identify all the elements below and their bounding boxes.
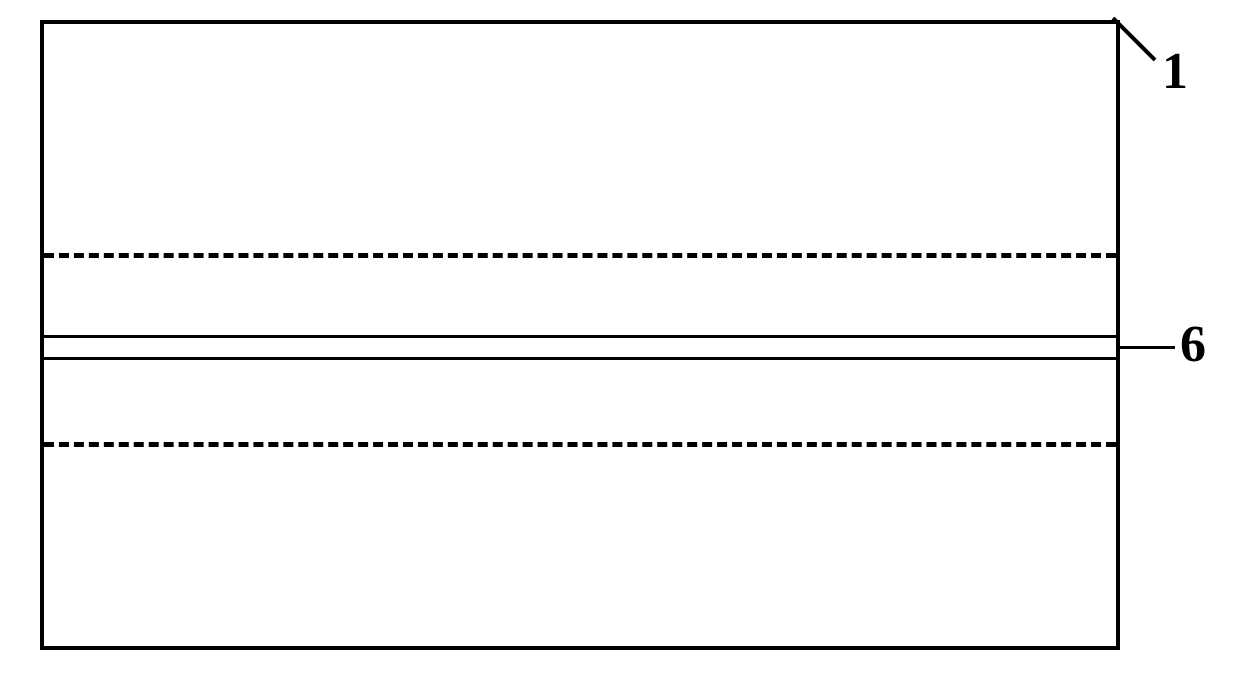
label-6: 6 [1180,315,1206,374]
solid-line-upper [44,335,1116,338]
diagram-container [40,20,1120,650]
solid-line-lower [44,357,1116,360]
dashed-line-lower [44,442,1116,447]
leader-6-line [1120,346,1175,349]
label-1: 1 [1162,42,1188,101]
dashed-line-upper [44,253,1116,258]
